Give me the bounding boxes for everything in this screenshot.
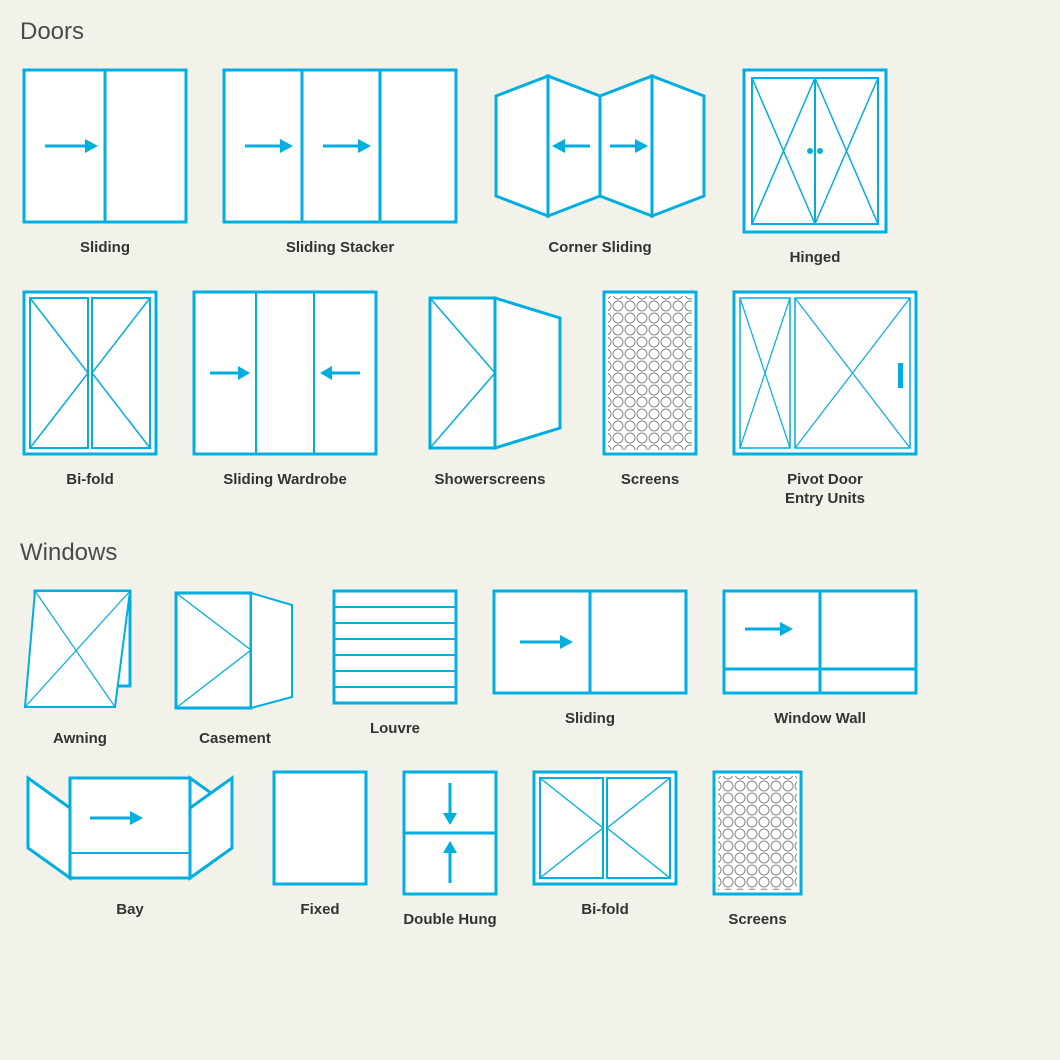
corner-sliding-icon [490, 66, 710, 226]
bay-icon [20, 768, 240, 888]
w-bifold-label: Bi-fold [581, 900, 628, 920]
fixed-icon [270, 768, 370, 888]
window-wall-label: Window Wall [774, 709, 866, 729]
w-screens-icon [710, 768, 805, 898]
sliding-stacker-label: Sliding Stacker [286, 238, 394, 258]
showerscreens-label: Showerscreens [435, 470, 546, 490]
door-sliding-wardrobe: Sliding Wardrobe [190, 288, 380, 509]
window-fixed: Fixed [270, 768, 370, 930]
door-pivot: Pivot DoorEntry Units [730, 288, 920, 509]
sliding-stacker-icon [220, 66, 460, 226]
window-sliding: Sliding [490, 587, 690, 749]
windows-title: Windows [20, 539, 1040, 567]
w-sliding-icon [490, 587, 690, 697]
door-screens: Screens [600, 288, 700, 509]
page: Doors Sliding Sliding Stacker [0, 0, 1060, 1060]
screens-label: Screens [621, 470, 679, 490]
screens-icon [600, 288, 700, 458]
bay-label: Bay [116, 900, 144, 920]
louvre-label: Louvre [370, 719, 420, 739]
door-sliding-stacker: Sliding Stacker [220, 66, 460, 268]
bifold-icon [20, 288, 160, 458]
window-bay: Bay [20, 768, 240, 930]
casement-icon [170, 587, 300, 717]
door-bifold: Bi-fold [20, 288, 160, 509]
corner-sliding-label: Corner Sliding [548, 238, 651, 258]
fixed-label: Fixed [300, 900, 339, 920]
window-bifold: Bi-fold [530, 768, 680, 930]
double-hung-label: Double Hung [403, 910, 496, 930]
w-sliding-label: Sliding [565, 709, 615, 729]
sliding-wardrobe-label: Sliding Wardrobe [223, 470, 347, 490]
hinged-icon [740, 66, 890, 236]
windows-grid: Awning Casement Louvre [20, 587, 1040, 930]
w-screens-label: Screens [728, 910, 786, 930]
pivot-icon [730, 288, 920, 458]
doors-grid: Sliding Sliding Stacker [20, 66, 1040, 509]
window-wall: Window Wall [720, 587, 920, 749]
door-hinged: Hinged [740, 66, 890, 268]
door-corner-sliding: Corner Sliding [490, 66, 710, 268]
awning-label: Awning [53, 729, 107, 749]
hinged-label: Hinged [790, 248, 841, 268]
double-hung-icon [400, 768, 500, 898]
awning-icon [20, 587, 140, 717]
w-bifold-icon [530, 768, 680, 888]
pivot-label: Pivot DoorEntry Units [785, 470, 865, 509]
window-casement: Casement [170, 587, 300, 749]
window-awning: Awning [20, 587, 140, 749]
casement-label: Casement [199, 729, 271, 749]
window-double-hung: Double Hung [400, 768, 500, 930]
doors-title: Doors [20, 18, 1040, 46]
door-sliding: Sliding [20, 66, 190, 268]
window-wall-icon [720, 587, 920, 697]
bifold-label: Bi-fold [66, 470, 113, 490]
sliding-icon [20, 66, 190, 226]
sliding-wardrobe-icon [190, 288, 380, 458]
window-screens: Screens [710, 768, 805, 930]
window-louvre: Louvre [330, 587, 460, 749]
louvre-icon [330, 587, 460, 707]
door-showerscreens: Showerscreens [410, 288, 570, 509]
sliding-label: Sliding [80, 238, 130, 258]
showerscreens-icon [410, 288, 570, 458]
